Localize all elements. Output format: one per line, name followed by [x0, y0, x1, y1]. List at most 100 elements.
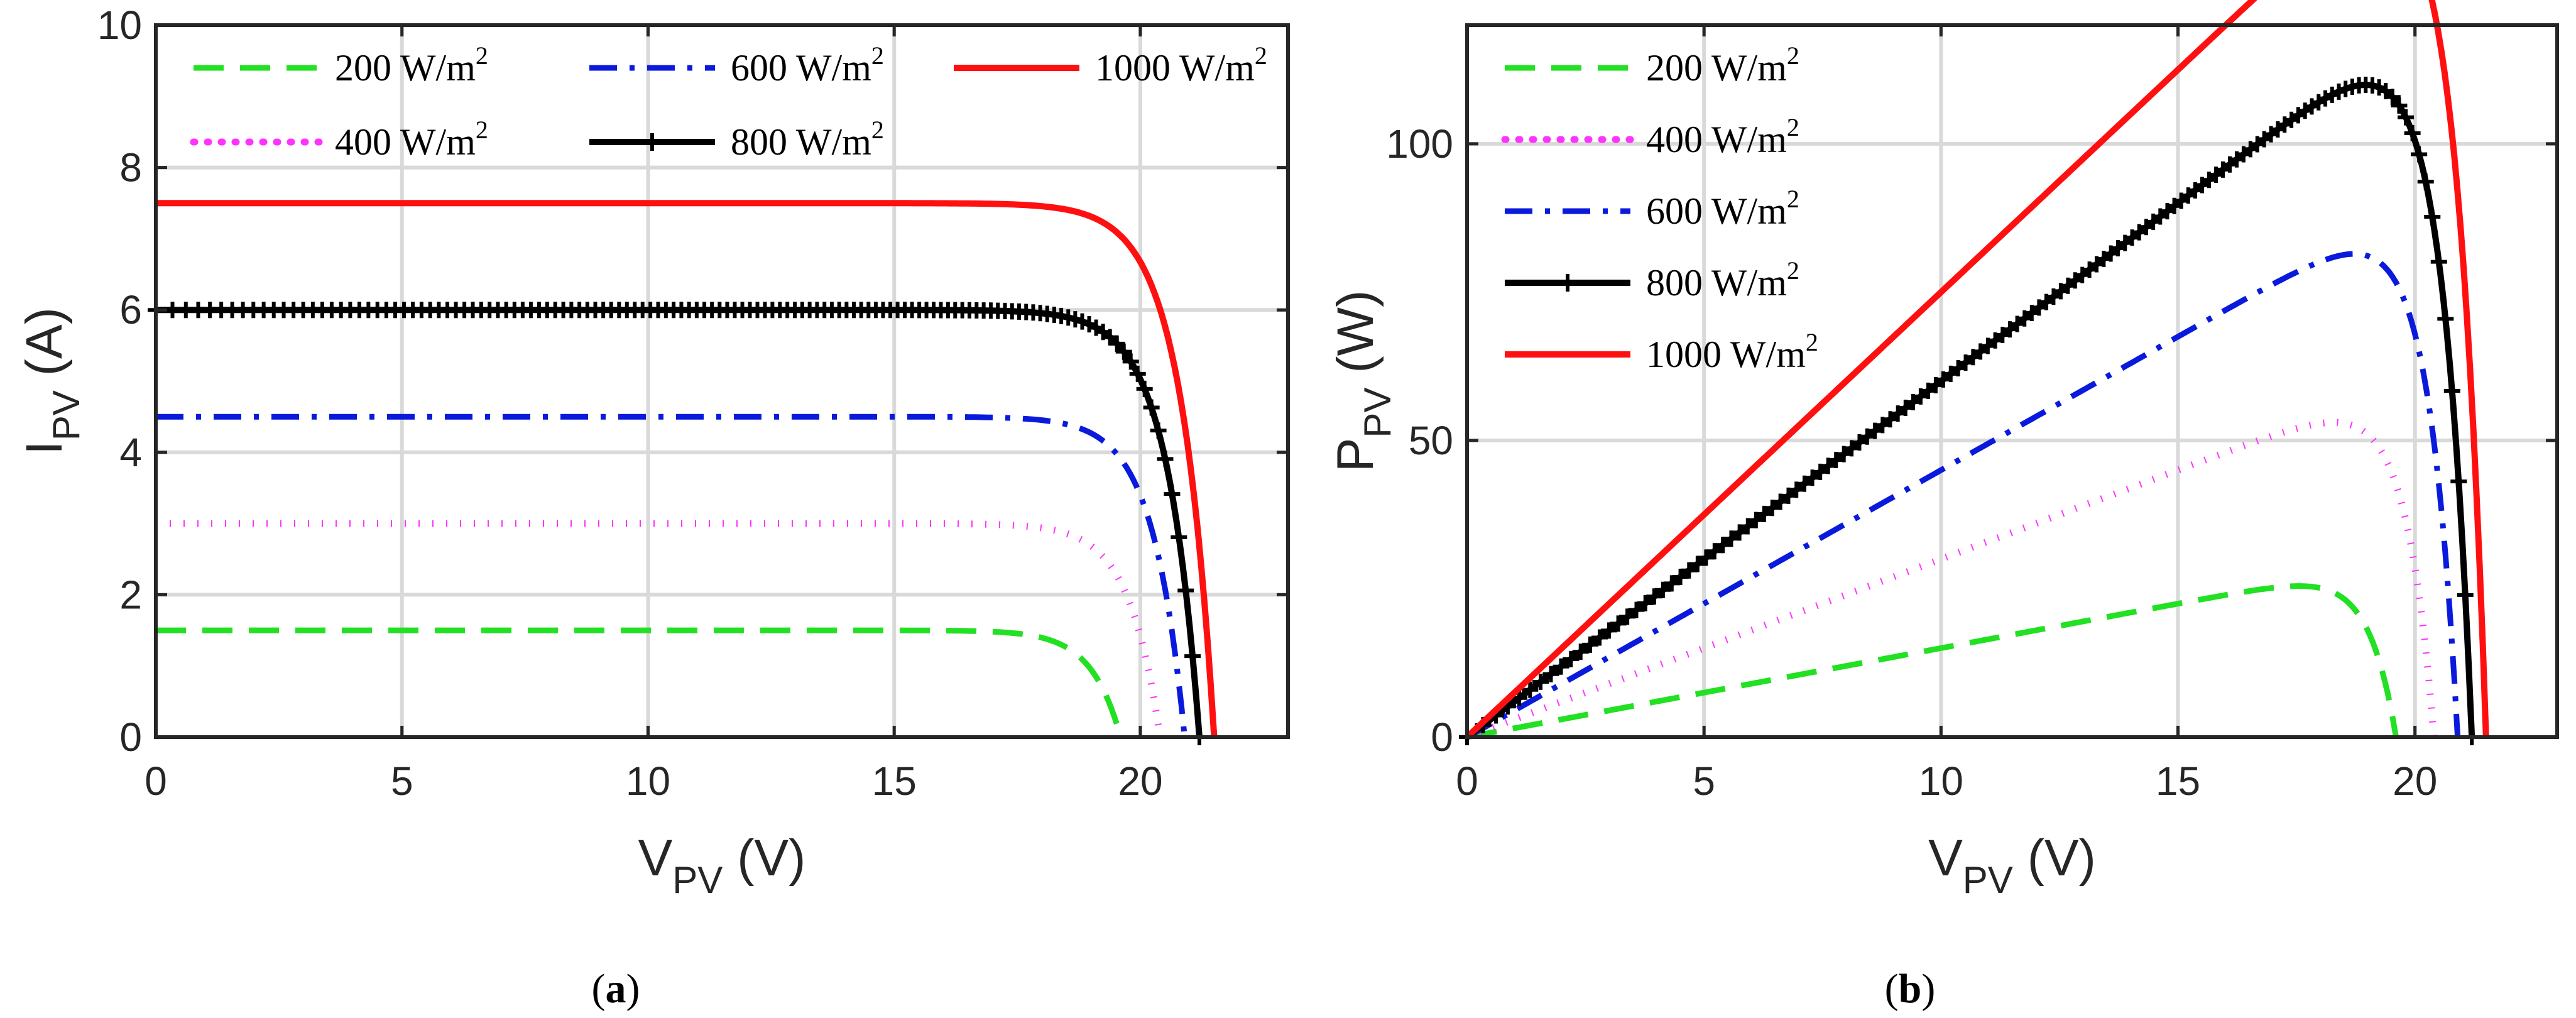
data-point-marker [1739, 518, 1756, 535]
legend-label: 400 W/m2 [1646, 113, 1799, 160]
data-point-marker [1723, 530, 1740, 547]
data-point-marker [2430, 253, 2447, 270]
data-point-marker [2443, 382, 2460, 399]
series-line-600 [156, 413, 1187, 738]
data-point-marker [1157, 451, 1174, 468]
series-line-200 [156, 627, 1123, 738]
x-tick-label: 0 [1456, 758, 1478, 804]
legend-label: 200 W/m2 [335, 41, 488, 89]
panel-a-iv-curves: 0 5 10 15 20 0 2 4 6 8 10 VPV (V) IPV (A) 200 W/m2 600… [16, 3, 1290, 1012]
series-group [148, 200, 1218, 745]
data-point-marker [2417, 173, 2434, 190]
data-point-marker [1129, 365, 1146, 382]
y-tick-label: 0 [1431, 714, 1453, 760]
data-point-marker [1563, 650, 1580, 667]
y-tick-label: 2 [119, 572, 142, 617]
data-point-marker [1572, 643, 1589, 660]
legend-item-800: 800 W/m2 [589, 116, 884, 163]
axes-frame [1465, 23, 2559, 739]
data-point-marker [1532, 674, 1549, 691]
data-point-marker [1143, 399, 1160, 416]
series-line-800 [1465, 82, 2475, 740]
legend-label: 200 W/m2 [1646, 41, 1799, 89]
data-point-marker [2404, 125, 2421, 142]
legend: 200 W/m2 400 W/m2 600 W/m2 800 W/m2 1000 W/m… [1501, 41, 1818, 375]
series-markers-800 [148, 302, 1208, 745]
series-line-1000 [1465, 0, 2489, 740]
data-point-marker [1706, 543, 1723, 560]
data-point-marker [1681, 562, 1698, 579]
data-point-marker [1619, 608, 1636, 625]
legend-item-600: 600 W/m2 [589, 41, 884, 89]
series-line-800 [156, 307, 1203, 738]
data-point-marker [1115, 343, 1132, 360]
panel-b-pv-curves: 0 5 10 15 20 0 50 100 VPV (V) PPV (W) 200 W/m2 400 … [1327, 0, 2559, 1012]
legend-label: 600 W/m2 [1646, 185, 1799, 232]
series-line-400 [1466, 419, 2438, 741]
x-tick-label: 15 [872, 758, 917, 804]
legend-label: 800 W/m2 [731, 116, 884, 163]
data-point-marker [1689, 556, 1706, 572]
legend-item-200: 200 W/m2 [1505, 41, 1799, 89]
grid [1467, 25, 2557, 737]
legend: 200 W/m2 600 W/m2 1000 W/m2 400 W/m2 800 W/m… [190, 41, 1267, 163]
series-line-1000 [156, 200, 1218, 738]
data-point-marker [1628, 601, 1645, 618]
data-point-marker [2450, 473, 2467, 490]
ticks: 0 5 10 15 20 0 2 4 6 8 10 [97, 3, 1288, 804]
data-point-marker [1663, 575, 1680, 592]
x-tick-label: 10 [1919, 758, 1963, 804]
data-point-marker [1177, 582, 1194, 599]
series-line-600 [1465, 251, 2461, 740]
y-tick-label: 10 [97, 3, 142, 48]
x-tick-label: 0 [145, 758, 167, 804]
y-axis-label: PPV (W) [1327, 290, 1399, 473]
data-point-marker [1591, 629, 1608, 646]
ticks: 0 5 10 15 20 0 50 100 [1386, 25, 2557, 804]
series-line-200 [1466, 583, 2399, 740]
data-point-marker [2411, 146, 2428, 163]
x-axis-label: VPV (V) [1928, 829, 2096, 901]
y-tick-label: 4 [119, 430, 142, 475]
data-point-marker [2398, 109, 2415, 126]
data-point-marker [1698, 549, 1715, 566]
x-axis-label: VPV (V) [638, 829, 806, 901]
y-tick-label: 100 [1386, 121, 1453, 167]
data-point-marker [2384, 89, 2401, 106]
x-tick-label: 5 [391, 758, 413, 804]
axes-frame [154, 23, 1290, 739]
legend-label: 600 W/m2 [731, 41, 884, 89]
legend-item-200: 200 W/m2 [194, 41, 488, 89]
legend-label: 1000 W/m2 [1646, 328, 1818, 375]
series-group [1459, 0, 2489, 745]
legend-label: 400 W/m2 [335, 116, 488, 163]
data-point-marker [1672, 568, 1689, 585]
legend-item-1000: 1000 W/m2 [1505, 328, 1818, 375]
panel-caption: (b) [1885, 966, 1936, 1012]
data-point-marker [1184, 648, 1201, 665]
data-point-marker [1715, 537, 1732, 554]
data-point-marker [2424, 209, 2441, 226]
data-point-marker [1164, 486, 1181, 503]
legend-label: 800 W/m2 [1646, 256, 1799, 304]
legend-item-400: 400 W/m2 [190, 116, 488, 163]
data-point-marker [2437, 310, 2454, 327]
x-tick-label: 10 [626, 758, 670, 804]
y-tick-label: 8 [119, 145, 142, 190]
y-tick-label: 0 [119, 714, 142, 760]
panel-caption: (a) [592, 966, 640, 1012]
data-point-marker [2457, 586, 2474, 603]
data-point-marker [1542, 665, 1559, 682]
data-point-marker [1637, 594, 1654, 611]
data-point-marker [1122, 353, 1139, 370]
data-point-marker [1522, 681, 1539, 698]
legend-marker [1559, 274, 1576, 292]
data-point-marker [1510, 689, 1527, 706]
data-point-marker [1581, 636, 1598, 653]
series-markers-800 [1459, 76, 2480, 745]
data-point-marker [1136, 380, 1153, 397]
legend-item-600: 600 W/m2 [1505, 185, 1799, 232]
data-point-marker [1645, 588, 1662, 605]
data-point-marker [1150, 422, 1167, 439]
